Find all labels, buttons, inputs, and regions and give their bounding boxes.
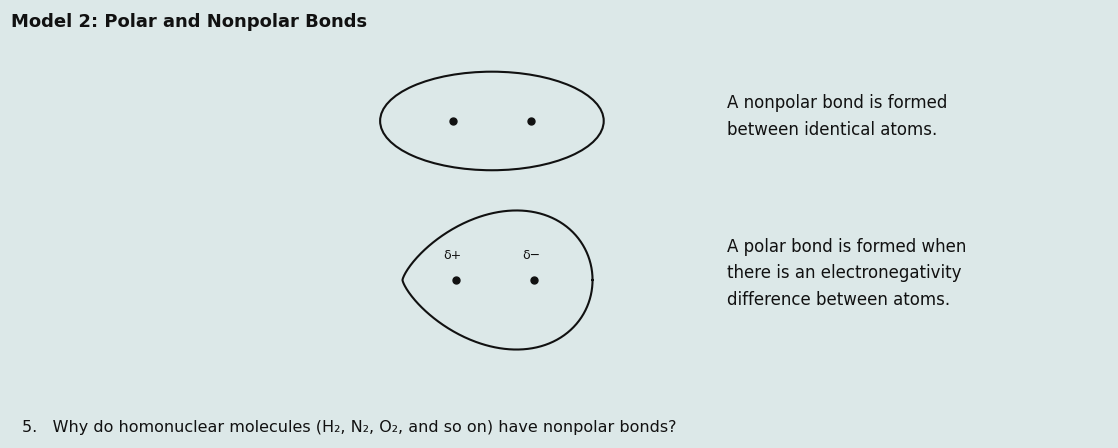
Text: δ+: δ+ [444, 249, 462, 262]
Text: δ−: δ− [522, 249, 540, 262]
Text: Model 2: Polar and Nonpolar Bonds: Model 2: Polar and Nonpolar Bonds [11, 13, 368, 31]
Text: A polar bond is formed when
there is an electronegativity
difference between ato: A polar bond is formed when there is an … [727, 238, 966, 309]
Text: 5.   Why do homonuclear molecules (H₂, N₂, O₂, and so on) have nonpolar bonds?: 5. Why do homonuclear molecules (H₂, N₂,… [22, 420, 676, 435]
Text: A nonpolar bond is formed
between identical atoms.: A nonpolar bond is formed between identi… [727, 94, 947, 139]
